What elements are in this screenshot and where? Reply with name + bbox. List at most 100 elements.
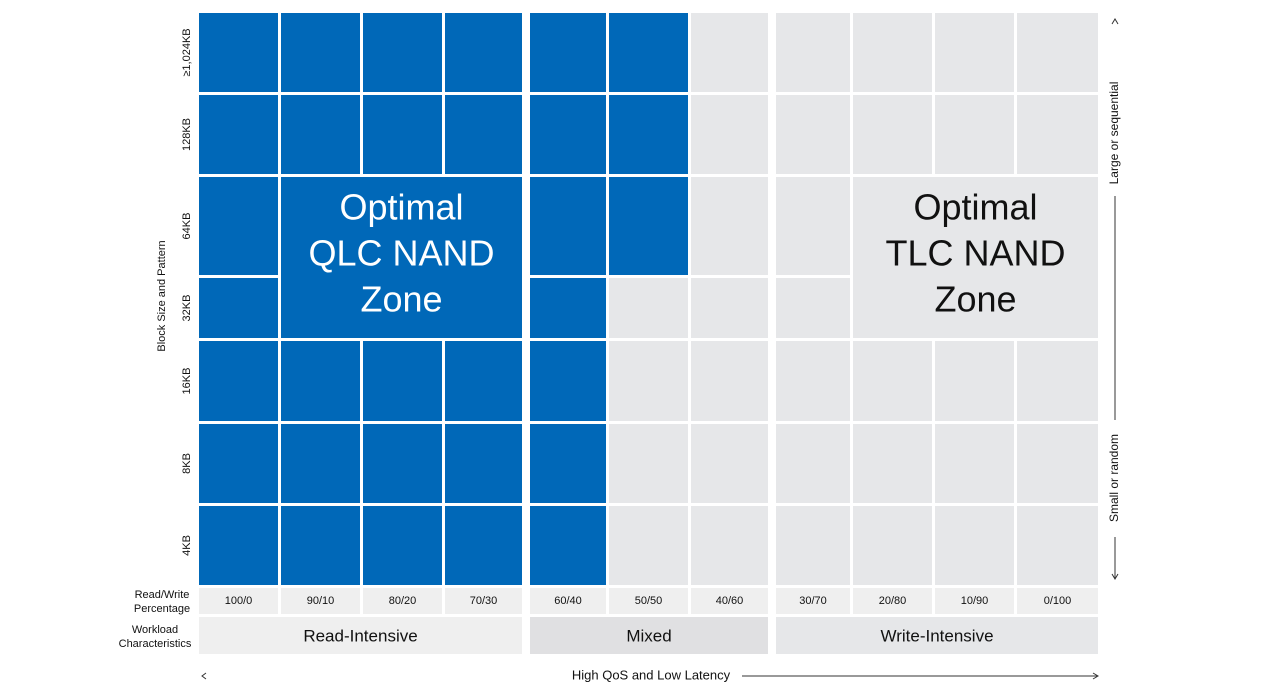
zone-area [281, 177, 522, 338]
cell [935, 424, 1014, 503]
cell [199, 278, 278, 338]
zone-label: QLC NAND [308, 233, 494, 274]
column-label: 60/40 [554, 595, 582, 607]
row-label: 8KB [181, 453, 193, 474]
cell [281, 13, 360, 92]
cell [530, 424, 606, 503]
cell [691, 278, 768, 338]
percent-cell [776, 588, 850, 614]
zone-label: Optimal [913, 187, 1037, 228]
column-label: 30/70 [799, 595, 827, 607]
cell [445, 424, 522, 503]
percent-cell [853, 588, 932, 614]
cell [445, 506, 522, 585]
cell [1017, 13, 1098, 92]
row-label: ≥1,024KB [181, 28, 193, 76]
cell [199, 13, 278, 92]
cell [363, 341, 442, 421]
cell [199, 95, 278, 174]
column-label: 40/60 [716, 595, 744, 607]
percent-cell [935, 588, 1014, 614]
group-cell [199, 617, 522, 654]
group-cell [776, 617, 1098, 654]
row-label: 16KB [181, 368, 193, 395]
axis-text: Small or random [1107, 434, 1121, 522]
percent-cell [199, 588, 278, 614]
cell [363, 95, 442, 174]
row-header: Percentage [134, 603, 190, 615]
cell [935, 13, 1014, 92]
group-cell [530, 617, 768, 654]
cell [691, 506, 768, 585]
group-label: Read-Intensive [303, 626, 417, 645]
row-label: 32KB [181, 295, 193, 322]
percent-cell [281, 588, 360, 614]
cell [609, 177, 688, 275]
zone-area [853, 177, 1098, 338]
cell [530, 177, 606, 275]
cell [776, 341, 850, 421]
column-label: 10/90 [961, 595, 989, 607]
cell [363, 506, 442, 585]
cell [199, 341, 278, 421]
cell [609, 424, 688, 503]
cell [363, 13, 442, 92]
cell [776, 506, 850, 585]
cell [776, 95, 850, 174]
cell [609, 341, 688, 421]
percent-cell [691, 588, 768, 614]
cell [609, 506, 688, 585]
row-label: 4KB [181, 535, 193, 556]
cell [1017, 424, 1098, 503]
cell [853, 341, 932, 421]
cell [199, 177, 278, 275]
cell [776, 278, 850, 338]
cell [609, 95, 688, 174]
column-label: 90/10 [307, 595, 335, 607]
zone-label: Zone [934, 279, 1016, 320]
cell [935, 95, 1014, 174]
cell [530, 341, 606, 421]
cell [609, 13, 688, 92]
cell [445, 13, 522, 92]
cell [199, 506, 278, 585]
cell [853, 506, 932, 585]
cell [281, 424, 360, 503]
arrow-head [201, 672, 207, 680]
column-label: 100/0 [225, 595, 253, 607]
cell [776, 424, 850, 503]
row-header: Read/Write [135, 589, 190, 601]
column-label: 50/50 [635, 595, 663, 607]
cell [691, 341, 768, 421]
cell [935, 506, 1014, 585]
zone-label: TLC NAND [885, 233, 1065, 274]
x-axis-label: High QoS and Low Latency [572, 667, 731, 682]
cell [530, 506, 606, 585]
cell [281, 506, 360, 585]
group-label: Mixed [626, 626, 671, 645]
cell [691, 424, 768, 503]
row-label: 64KB [181, 213, 193, 240]
cell [445, 341, 522, 421]
percent-cell [445, 588, 522, 614]
row-header: Characteristics [119, 638, 192, 650]
row-label: 128KB [181, 118, 193, 151]
cell [1017, 95, 1098, 174]
cell [281, 341, 360, 421]
cell [853, 95, 932, 174]
cell [1017, 341, 1098, 421]
cell [530, 95, 606, 174]
percent-cell [609, 588, 688, 614]
cell [530, 13, 606, 92]
cell [609, 278, 688, 338]
cell [281, 95, 360, 174]
row-header: Workload [132, 624, 178, 636]
cell [776, 177, 850, 275]
cell [530, 278, 606, 338]
percent-cell [1017, 588, 1098, 614]
group-label: Write-Intensive [880, 626, 993, 645]
cell [445, 95, 522, 174]
cell [935, 341, 1014, 421]
percent-cell [530, 588, 606, 614]
